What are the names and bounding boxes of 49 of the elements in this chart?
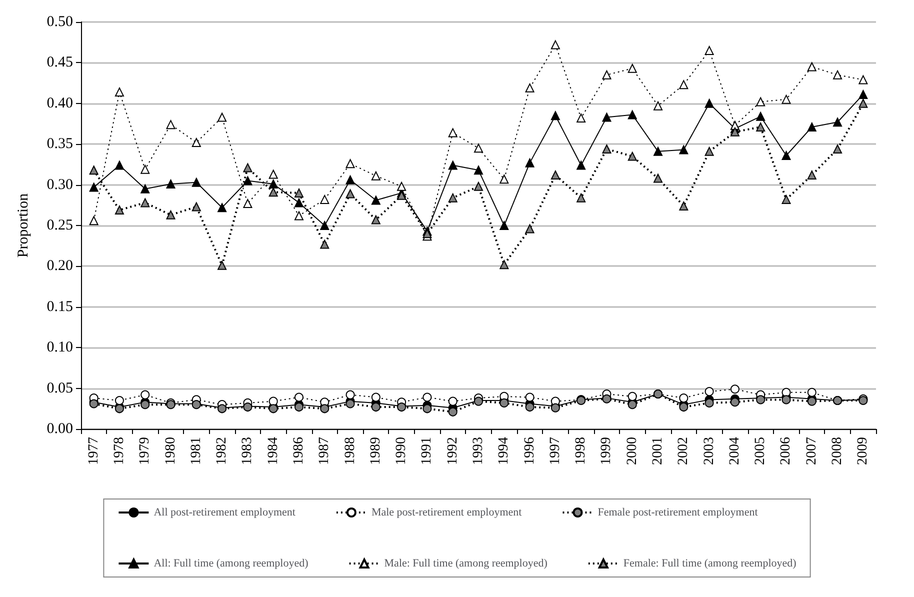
y-tick-label: 0.15 (46, 298, 73, 315)
x-tick-label: 1978 (112, 437, 127, 465)
x-tick-label: 2006 (778, 437, 794, 465)
x-tick-label: 1977 (86, 437, 102, 465)
x-tick-label: 1993 (471, 437, 486, 465)
x-tick-label: 2005 (753, 437, 768, 465)
y-tick-label: 0.10 (46, 340, 73, 356)
legend-label: All post-retirement employment (154, 506, 296, 518)
y-tick-label: 0.45 (46, 54, 73, 71)
legend-label: All: Full time (among reemployed) (154, 558, 309, 570)
x-tick-label: 2003 (702, 437, 717, 465)
x-tick-label: 1982 (214, 437, 230, 465)
legend-label: Female post-retirement employment (598, 506, 758, 518)
x-tick-label: 1986 (291, 437, 306, 465)
x-tick-label: 1999 (599, 437, 614, 465)
x-tick-label: 1997 (548, 437, 563, 465)
x-tick-label: 1990 (394, 437, 410, 465)
x-tick-label: 1992 (445, 437, 460, 465)
y-tick-label: 0.25 (46, 218, 73, 234)
x-tick-label: 1991 (420, 437, 435, 465)
x-tick-label: 2008 (830, 437, 846, 465)
legend-label: Male: Full time (among reemployed) (384, 558, 548, 570)
y-tick-label: 0.50 (46, 14, 73, 30)
y-tick-label: 0.00 (46, 421, 73, 437)
y-axis-title: Proportion (16, 192, 32, 258)
x-tick-label: 2001 (650, 437, 666, 465)
x-tick-label: 2007 (804, 437, 820, 465)
x-tick-label: 1988 (342, 437, 358, 465)
x-tick-label: 1979 (138, 437, 153, 465)
x-tick-label: 1994 (496, 437, 512, 465)
x-tick-label: 2004 (727, 437, 742, 465)
x-tick-label: 2000 (624, 437, 640, 465)
x-tick-label: 1984 (266, 437, 281, 465)
x-tick-label: 1998 (574, 437, 589, 465)
legend-label: Male post-retirement employment (371, 506, 522, 518)
y-tick-label: 0.30 (46, 176, 73, 193)
x-tick-label: 1987 (317, 437, 332, 465)
x-tick-label: 1980 (163, 437, 178, 465)
x-tick-label: 2009 (856, 437, 871, 465)
x-tick-label: 1981 (188, 437, 204, 465)
x-tick-label: 1996 (522, 437, 538, 465)
y-tick-label: 0.05 (46, 380, 73, 396)
y-tick-label: 0.40 (46, 95, 73, 112)
x-tick-label: 1989 (368, 437, 384, 465)
x-tick-label: 1983 (240, 437, 256, 465)
y-tick-label: 0.35 (46, 136, 73, 152)
y-tick-label: 0.20 (46, 258, 73, 274)
legend-label: Female: Full time (among reemployed) (623, 558, 797, 570)
x-tick-label: 2002 (676, 437, 692, 465)
